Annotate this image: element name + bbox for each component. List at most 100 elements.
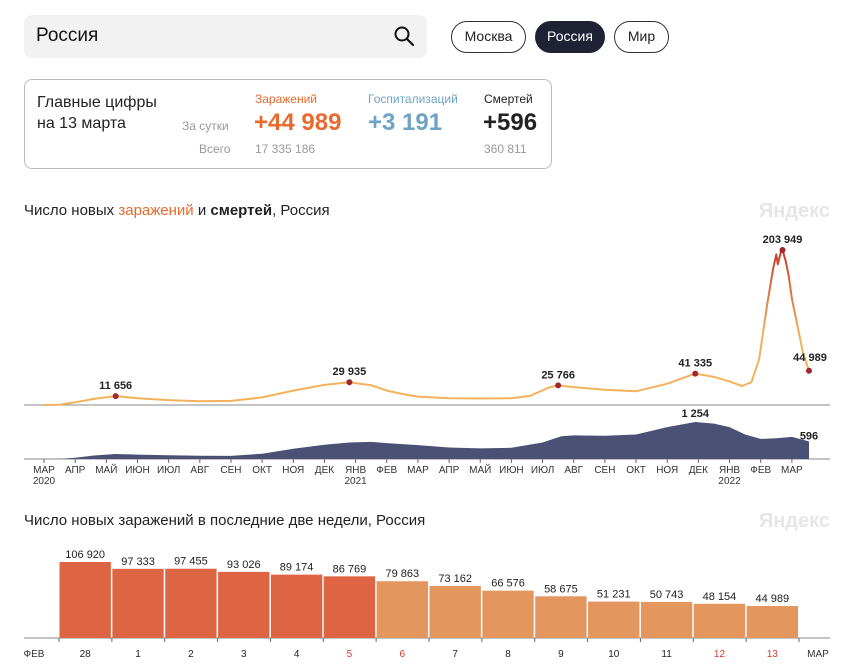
x-tick-label: 2 (188, 649, 194, 660)
infections-peak-point (346, 379, 353, 386)
infections-label: Заражений (255, 92, 318, 106)
x-tick-label: СЕН (220, 465, 241, 476)
chart2-title: Число новых заражений в последние две не… (24, 512, 426, 529)
bar-value-label: 106 920 (65, 549, 105, 561)
x-tick-label: 8 (505, 649, 511, 660)
x-tick-label: 4 (294, 649, 300, 660)
x-tick-label: 5 (347, 649, 353, 660)
chart1-title: Число новых заражений и смертей, Россия (24, 202, 330, 219)
x-tick-label: ЯНВ (719, 465, 740, 476)
x-tick-label: ДЕК (689, 465, 708, 476)
x-tick-label: ДЕК (315, 465, 334, 476)
x-tick-label: АВГ (564, 465, 583, 476)
chart1-title-part: Число новых (24, 202, 119, 219)
infections-peak-point (779, 247, 786, 253)
x-tick-label: 13 (767, 649, 779, 660)
chart-new-cases-deaths: 11 656 29 935 25 766 41 335 203 949 44 989 1 2… (24, 234, 830, 487)
summary-title-line1: Главные цифры (37, 94, 157, 111)
x-tick-label: МАР (407, 465, 429, 476)
x-tick-label: НОЯ (656, 465, 678, 476)
x-tick-label: 3 (241, 649, 247, 660)
x-tick-label: 10 (608, 649, 620, 660)
infections-peak-point (692, 370, 699, 377)
yandex-logo: Яндекс (758, 510, 830, 532)
infections-peak-point (112, 393, 119, 400)
x-tick-label: НОЯ (282, 465, 304, 476)
month-label-left: ФЕВ (24, 649, 45, 660)
bar (323, 576, 376, 638)
x-tick-label: 7 (452, 649, 458, 660)
region-world-button[interactable]: Мир (614, 21, 669, 53)
x-tick-label: МАЙ (95, 463, 117, 476)
bar-value-label: 58 675 (544, 583, 578, 595)
region-russia-button[interactable]: Россия (535, 21, 605, 53)
search-box[interactable]: Россия (24, 15, 427, 58)
infections-peak-label: 29 935 (333, 366, 367, 378)
search-icon[interactable] (393, 25, 415, 47)
bar (112, 568, 164, 638)
bar (429, 585, 481, 638)
bar (270, 574, 323, 638)
x-tick-label: 28 (80, 649, 92, 660)
x-tick-label: МАЙ (469, 463, 491, 476)
bar-value-label: 51 231 (597, 589, 631, 601)
x-tick-label: МАР (33, 465, 55, 476)
bar-value-label: 97 333 (121, 556, 155, 568)
x-tick-label: ИЮЛ (531, 465, 554, 476)
x-tick-label: ИЮЛ (157, 465, 180, 476)
bar (376, 581, 428, 638)
bar (640, 601, 693, 638)
x-tick-label: ФЕВ (376, 465, 397, 476)
infections-peak-point (806, 367, 812, 374)
chart1-title-infections: заражений (118, 202, 194, 219)
bar-value-label: 89 174 (280, 562, 314, 574)
chart1-title-part: и (193, 202, 211, 219)
x-tick-label: ОКТ (252, 465, 272, 476)
chart-two-weeks: 106 920 28 97 333 1 97 455 2 93 026 3 89 174 4 86 … (24, 549, 830, 660)
bar (59, 562, 111, 638)
deaths-area (44, 422, 809, 459)
deaths-total-value: 360 811 (484, 142, 527, 156)
row-total-label: Всего (199, 142, 231, 156)
x-year-label: 2021 (344, 476, 367, 487)
deaths-day-value: +596 (483, 109, 538, 136)
x-tick-label: 6 (400, 649, 406, 660)
x-tick-label: ИЮН (125, 465, 150, 476)
infections-peak-label: 41 335 (678, 358, 712, 370)
infections-day-value: +44 989 (254, 109, 342, 136)
x-tick-label: ОКТ (626, 465, 646, 476)
deaths-peak-label: 596 (800, 430, 818, 442)
x-tick-label: СЕН (594, 465, 615, 476)
x-tick-label: 1 (135, 649, 141, 660)
summary-card: Главные цифры на 13 марта За сутки Всего… (24, 79, 552, 169)
summary-title-line2: на 13 марта (37, 115, 126, 132)
infections-peak-label: 44 989 (793, 352, 827, 364)
region-moscow-button[interactable]: Москва (451, 21, 526, 53)
bar-value-label: 86 769 (333, 563, 367, 575)
x-tick-label: МАР (781, 465, 803, 476)
infections-line (43, 249, 810, 406)
bar (218, 571, 270, 638)
x-tick-label: 12 (714, 649, 726, 660)
yandex-logo: Яндекс (758, 200, 830, 222)
infections-peak-label: 203 949 (763, 234, 803, 246)
x-year-label: 2022 (718, 476, 741, 487)
chart1-title-deaths: смертей (210, 202, 273, 219)
bar-value-label: 66 576 (491, 578, 525, 590)
bar-value-label: 93 026 (227, 559, 261, 571)
x-tick-label: ИЮН (499, 465, 524, 476)
bar (746, 606, 798, 638)
x-tick-label: АПР (439, 465, 460, 476)
bar (482, 590, 534, 638)
row-day-label: За сутки (182, 119, 229, 133)
bar (588, 601, 640, 638)
search-input[interactable]: Россия (36, 25, 99, 46)
infections-peak-label: 11 656 (99, 380, 132, 392)
infections-peak-label: 25 766 (541, 369, 575, 381)
bar-value-label: 50 743 (650, 589, 684, 601)
bar-value-label: 79 863 (385, 568, 419, 580)
bar-value-label: 97 455 (174, 556, 208, 568)
chart1-title-part: , Россия (272, 202, 330, 219)
hospital-label: Госпитализаций (368, 92, 458, 106)
x-year-label: 2020 (33, 476, 56, 487)
